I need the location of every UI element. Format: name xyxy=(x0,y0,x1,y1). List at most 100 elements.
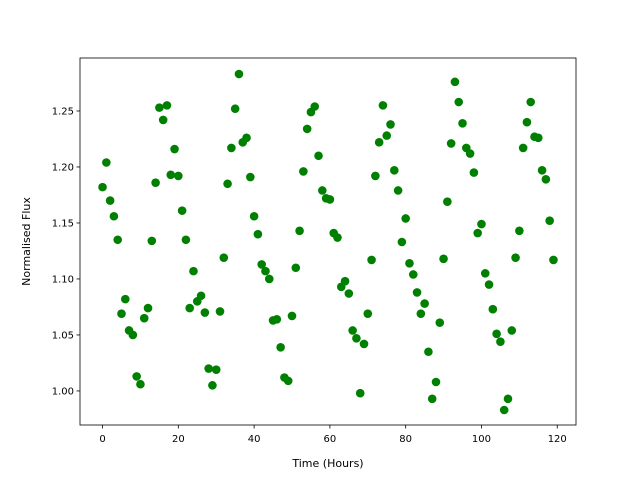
point xyxy=(541,174,551,184)
point xyxy=(128,330,138,340)
point xyxy=(211,365,221,374)
point xyxy=(367,255,376,265)
point xyxy=(515,226,524,236)
point xyxy=(174,171,183,181)
point xyxy=(302,124,312,134)
point xyxy=(219,253,229,262)
point xyxy=(507,326,517,335)
x-tick-label: 20 xyxy=(172,434,185,445)
point xyxy=(287,311,297,321)
point xyxy=(371,171,380,181)
point xyxy=(454,97,464,107)
point xyxy=(113,235,123,245)
point xyxy=(424,347,433,357)
point xyxy=(215,307,225,316)
x-tick-label: 100 xyxy=(472,434,491,445)
point xyxy=(166,170,176,180)
point xyxy=(522,117,532,127)
point xyxy=(143,303,153,313)
point xyxy=(537,166,547,175)
point xyxy=(283,376,293,386)
point xyxy=(352,334,361,343)
point xyxy=(480,269,490,278)
x-axis-label: Time (Hours) xyxy=(291,457,363,470)
point xyxy=(310,102,320,111)
point xyxy=(162,101,172,110)
point xyxy=(450,77,460,87)
point xyxy=(223,179,232,189)
point xyxy=(496,337,505,346)
point xyxy=(181,235,191,245)
point xyxy=(344,289,354,298)
point xyxy=(348,326,357,335)
point xyxy=(340,276,350,286)
point xyxy=(109,211,119,221)
point xyxy=(117,309,126,318)
point xyxy=(363,309,373,318)
point xyxy=(102,158,111,167)
point xyxy=(416,309,426,318)
point xyxy=(295,226,304,236)
point xyxy=(469,168,479,177)
point xyxy=(492,329,501,339)
point xyxy=(120,294,130,304)
y-tick-label: 1.10 xyxy=(52,274,74,285)
x-tick-label: 80 xyxy=(399,434,412,445)
point xyxy=(136,379,145,389)
axes-frame xyxy=(79,57,577,426)
point xyxy=(382,131,392,140)
point xyxy=(412,288,422,297)
point xyxy=(246,172,255,182)
point xyxy=(253,229,263,239)
point xyxy=(257,260,266,269)
point xyxy=(484,280,494,289)
point xyxy=(511,253,520,262)
point xyxy=(147,236,157,246)
point xyxy=(473,228,482,238)
point xyxy=(499,405,509,415)
point xyxy=(503,394,513,404)
point xyxy=(465,149,475,158)
point xyxy=(359,339,369,349)
point xyxy=(234,69,244,79)
point xyxy=(488,304,498,314)
x-tick-label: 120 xyxy=(548,434,567,445)
y-tick-label: 1.00 xyxy=(52,386,74,397)
point xyxy=(526,97,536,107)
point xyxy=(98,182,107,192)
point xyxy=(397,237,407,247)
point xyxy=(185,303,194,313)
point xyxy=(158,115,168,125)
point xyxy=(139,313,149,323)
point xyxy=(132,372,141,381)
point xyxy=(189,266,198,276)
point xyxy=(155,103,164,112)
point xyxy=(408,270,418,279)
point xyxy=(420,299,429,308)
point xyxy=(208,381,217,390)
point xyxy=(204,364,213,373)
point xyxy=(276,342,285,352)
y-tick-label: 1.15 xyxy=(52,218,74,229)
point xyxy=(443,197,452,206)
y-tick-label: 1.25 xyxy=(52,106,74,117)
point xyxy=(333,233,342,242)
point xyxy=(518,143,528,153)
point xyxy=(105,196,115,205)
point xyxy=(272,314,282,324)
y-tick-label: 1.05 xyxy=(52,330,74,341)
point xyxy=(427,394,437,404)
point xyxy=(318,186,327,195)
point xyxy=(386,120,395,129)
point xyxy=(405,258,414,268)
point xyxy=(227,143,236,153)
point xyxy=(170,144,179,154)
point xyxy=(299,167,308,176)
point xyxy=(431,377,441,387)
point xyxy=(477,219,486,229)
x-tick-label: 60 xyxy=(324,434,337,445)
point xyxy=(545,216,554,226)
point xyxy=(446,139,456,148)
